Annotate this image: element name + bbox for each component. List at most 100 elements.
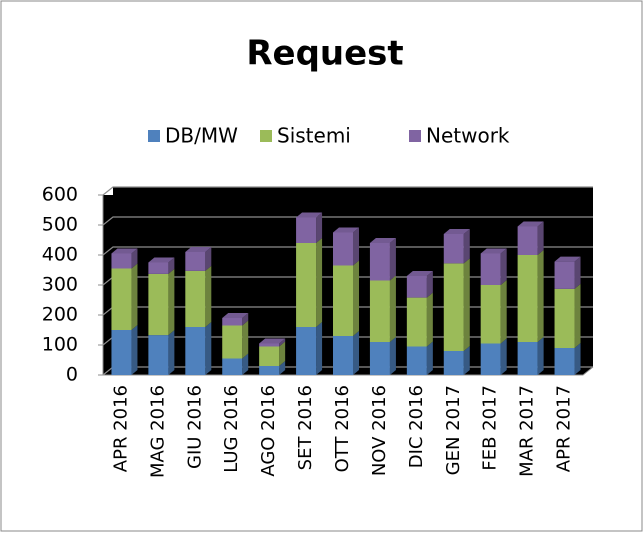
bar	[369, 280, 390, 342]
bar	[148, 262, 169, 274]
bar	[554, 348, 575, 375]
chart-title: Request	[246, 34, 403, 74]
bar-side	[426, 292, 433, 347]
bar	[406, 297, 427, 347]
bar	[406, 346, 427, 375]
grid-line	[102, 246, 593, 256]
x-tick-label: DIC 2016	[406, 385, 427, 468]
bar	[148, 273, 169, 336]
bar	[443, 263, 464, 351]
bar-side	[389, 337, 396, 375]
bar-side	[205, 265, 212, 327]
legend: DB/MW Sistemi Network	[148, 124, 510, 148]
y-tick-label: 0	[66, 364, 78, 386]
bar-top	[480, 248, 507, 254]
bar	[259, 366, 280, 375]
bar-top	[406, 271, 433, 276]
bar-side	[168, 257, 175, 274]
bar	[443, 351, 464, 375]
y-tick-label: 100	[42, 334, 78, 356]
bar-side	[574, 343, 581, 375]
bar-top	[443, 229, 470, 234]
bar	[259, 343, 280, 347]
x-tick-label: GEN 2017	[443, 385, 464, 475]
bar-side	[426, 271, 433, 298]
bar	[333, 265, 353, 336]
bar-side	[389, 275, 396, 342]
x-tick-label: FEB 2017	[480, 385, 501, 471]
bar-side	[537, 250, 544, 342]
y-tick-label: 300	[42, 274, 78, 296]
bar-top	[369, 238, 396, 243]
bar-top	[517, 221, 544, 227]
bar-top	[185, 247, 212, 252]
legend-label: Network	[426, 124, 510, 148]
bar	[222, 318, 243, 326]
bar-top	[333, 227, 359, 233]
bar	[517, 255, 538, 342]
bar	[369, 342, 390, 375]
bar	[296, 243, 317, 327]
bar-side	[500, 280, 507, 344]
bar-top	[259, 338, 286, 344]
bar	[111, 268, 132, 330]
bar	[111, 330, 132, 375]
x-tick-label: OTT 2016	[332, 385, 353, 472]
bar	[480, 285, 501, 344]
bar	[517, 226, 538, 255]
legend-swatch	[260, 130, 272, 142]
bar	[296, 217, 317, 243]
x-tick-label: GIU 2016	[184, 385, 205, 469]
bar	[554, 261, 575, 289]
bar	[554, 288, 575, 348]
bar-side	[574, 256, 581, 289]
bar-side	[131, 263, 138, 330]
bar	[222, 325, 243, 359]
bar	[259, 346, 280, 366]
x-tick-label: SET 2016	[295, 385, 316, 470]
bar-side	[242, 320, 249, 359]
bar-side	[316, 238, 323, 327]
bar-side	[279, 361, 286, 375]
x-tick-label: APR 2016	[110, 385, 131, 472]
bar-side	[500, 248, 507, 285]
bar-side	[353, 331, 359, 375]
bar-top	[554, 256, 581, 262]
bar-side	[168, 330, 175, 375]
x-tick-label: NOV 2016	[369, 385, 390, 476]
x-tick-label: MAG 2016	[147, 385, 168, 478]
x-tick-label: APR 2017	[554, 385, 575, 472]
bar-side	[463, 258, 470, 351]
x-tick-label: AGO 2016	[258, 385, 279, 477]
bar	[480, 253, 501, 285]
bar	[111, 253, 132, 269]
bar-top	[111, 248, 138, 254]
bar-side	[353, 227, 359, 266]
grid-line	[102, 186, 593, 196]
bar-side	[500, 338, 507, 375]
y-tick-label: 600	[42, 184, 78, 206]
bar-side	[463, 346, 470, 375]
grid-line	[102, 216, 593, 226]
bar-side	[205, 322, 212, 375]
bar	[185, 270, 206, 327]
x-tick-label: MAR 2017	[517, 385, 538, 477]
bar-side	[205, 247, 212, 271]
bar	[296, 327, 317, 375]
bar-top	[148, 257, 175, 263]
bar-side	[353, 260, 359, 336]
y-tick-label: 200	[42, 304, 78, 326]
bar	[185, 252, 206, 271]
bar	[443, 234, 464, 264]
bar	[406, 276, 427, 298]
bar-side	[242, 313, 249, 326]
bar	[517, 342, 538, 375]
bar-side	[131, 248, 138, 269]
bar-side	[463, 229, 470, 264]
bar-side	[537, 221, 544, 255]
bar-side	[574, 283, 581, 348]
legend-label: DB/MW	[165, 124, 238, 148]
y-tick-label: 400	[42, 244, 78, 266]
bar	[480, 343, 501, 375]
